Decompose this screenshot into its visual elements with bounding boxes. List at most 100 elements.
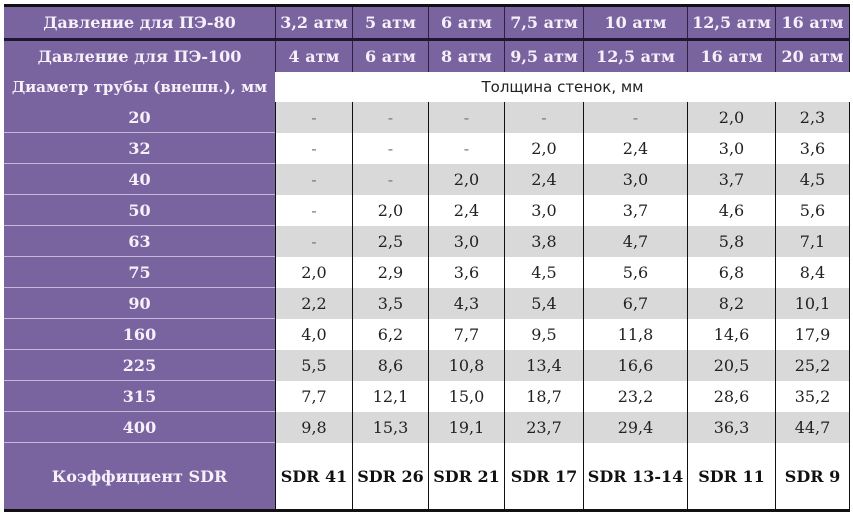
thickness-cell: 15,3 bbox=[352, 412, 428, 443]
thickness-cell: 4,3 bbox=[428, 288, 504, 319]
thickness-cell: 4,5 bbox=[775, 164, 850, 195]
thickness-label: Толщина стенок, мм bbox=[275, 72, 850, 102]
thickness-cell: 2,0 bbox=[352, 195, 428, 226]
sdr-value: SDR 26 bbox=[352, 443, 428, 509]
thickness-cell: 3,8 bbox=[504, 226, 583, 257]
thickness-cell: 8,2 bbox=[687, 288, 775, 319]
thickness-cell: 3,6 bbox=[428, 257, 504, 288]
sdr-value: SDR 21 bbox=[428, 443, 504, 509]
thickness-cell: 5,8 bbox=[687, 226, 775, 257]
table-row: 315 7,7 12,1 15,0 18,7 23,2 28,6 35,2 bbox=[4, 381, 850, 412]
thickness-cell: 2,0 bbox=[275, 257, 352, 288]
diameter-cell: 75 bbox=[4, 257, 275, 288]
pe100-value: 9,5 атм bbox=[504, 41, 583, 72]
thickness-cell: 4,5 bbox=[504, 257, 583, 288]
thickness-cell: 13,4 bbox=[504, 350, 583, 381]
thickness-cell: 5,5 bbox=[275, 350, 352, 381]
sdr-value: SDR 13-14 bbox=[583, 443, 687, 509]
thickness-cell: 2,0 bbox=[504, 133, 583, 164]
pe80-value: 16 атм bbox=[775, 7, 850, 38]
thickness-cell: 14,6 bbox=[687, 319, 775, 350]
thickness-cell: 6,8 bbox=[687, 257, 775, 288]
thickness-cell: 2,0 bbox=[428, 164, 504, 195]
sdr-value: SDR 11 bbox=[687, 443, 775, 509]
header-row-pe80: Давление для ПЭ-80 3,2 атм 5 атм 6 атм 7… bbox=[4, 7, 850, 41]
thickness-cell: 19,1 bbox=[428, 412, 504, 443]
thickness-cell: 2,4 bbox=[583, 133, 687, 164]
thickness-cell: - bbox=[504, 102, 583, 133]
thickness-cell: 4,0 bbox=[275, 319, 352, 350]
table-row: 20- - - - -2,0 2,3 bbox=[4, 102, 850, 133]
pe80-value: 12,5 атм bbox=[687, 7, 775, 38]
thickness-cell: - bbox=[275, 164, 352, 195]
thickness-cell: 9,8 bbox=[275, 412, 352, 443]
thickness-cell: 35,2 bbox=[775, 381, 850, 412]
pipe-wall-thickness-table: Давление для ПЭ-80 3,2 атм 5 атм 6 атм 7… bbox=[4, 4, 850, 512]
diameter-cell: 315 bbox=[4, 381, 275, 412]
pe80-value: 3,2 атм bbox=[275, 7, 352, 38]
thickness-cell: 16,6 bbox=[583, 350, 687, 381]
thickness-cell: 8,6 bbox=[352, 350, 428, 381]
thickness-cell: - bbox=[275, 102, 352, 133]
thickness-cell: 12,1 bbox=[352, 381, 428, 412]
thickness-cell: 17,9 bbox=[775, 319, 850, 350]
diameter-cell: 63 bbox=[4, 226, 275, 257]
thickness-cell: 10,8 bbox=[428, 350, 504, 381]
thickness-cell: - bbox=[352, 164, 428, 195]
thickness-cell: 44,7 bbox=[775, 412, 850, 443]
thickness-cell: 3,5 bbox=[352, 288, 428, 319]
table-row: 50-2,0 2,4 3,0 3,7 4,6 5,6 bbox=[4, 195, 850, 226]
thickness-cell: 29,4 bbox=[583, 412, 687, 443]
diameter-cell: 50 bbox=[4, 195, 275, 226]
thickness-cell: 5,6 bbox=[583, 257, 687, 288]
thickness-cell: 4,7 bbox=[583, 226, 687, 257]
thickness-cell: 3,0 bbox=[504, 195, 583, 226]
thickness-cell: 15,0 bbox=[428, 381, 504, 412]
thickness-cell: 8,4 bbox=[775, 257, 850, 288]
thickness-cell: 11,8 bbox=[583, 319, 687, 350]
thickness-cell: 3,0 bbox=[583, 164, 687, 195]
thickness-cell: 9,5 bbox=[504, 319, 583, 350]
thickness-cell: - bbox=[428, 102, 504, 133]
thickness-cell: 2,4 bbox=[428, 195, 504, 226]
thickness-cell: 2,9 bbox=[352, 257, 428, 288]
thickness-cell: 23,7 bbox=[504, 412, 583, 443]
table-row: 40- -2,0 2,4 3,0 3,7 4,5 bbox=[4, 164, 850, 195]
thickness-cell: 3,0 bbox=[687, 133, 775, 164]
diameter-cell: 160 bbox=[4, 319, 275, 350]
thickness-cell: 3,7 bbox=[583, 195, 687, 226]
thickness-cell: 23,2 bbox=[583, 381, 687, 412]
thickness-cell: 6,2 bbox=[352, 319, 428, 350]
thickness-cell: 2,2 bbox=[275, 288, 352, 319]
thickness-cell: - bbox=[275, 195, 352, 226]
diameter-cell: 400 bbox=[4, 412, 275, 443]
thickness-cell: - bbox=[275, 226, 352, 257]
thickness-cell: 2,5 bbox=[352, 226, 428, 257]
diameter-label: Диаметр трубы (внешн.), мм bbox=[4, 72, 275, 102]
thickness-cell: 28,6 bbox=[687, 381, 775, 412]
sdr-value: SDR 41 bbox=[275, 443, 352, 509]
thickness-cell: 5,4 bbox=[504, 288, 583, 319]
thickness-cell: 18,7 bbox=[504, 381, 583, 412]
sdr-label: Коэффициент SDR bbox=[4, 443, 275, 509]
thickness-cell: 2,0 bbox=[687, 102, 775, 133]
pe80-value: 7,5 атм bbox=[504, 7, 583, 38]
pe100-value: 12,5 атм bbox=[583, 41, 687, 72]
thickness-cell: 36,3 bbox=[687, 412, 775, 443]
thickness-cell: - bbox=[275, 133, 352, 164]
thickness-cell: 2,4 bbox=[504, 164, 583, 195]
diameter-cell: 90 bbox=[4, 288, 275, 319]
thickness-cell: 25,2 bbox=[775, 350, 850, 381]
diameter-cell: 40 bbox=[4, 164, 275, 195]
pe100-value: 6 атм bbox=[352, 41, 428, 72]
thickness-cell: 7,7 bbox=[275, 381, 352, 412]
thickness-cell: 3,6 bbox=[775, 133, 850, 164]
table-row: 160 4,0 6,2 7,7 9,5 11,8 14,6 17,9 bbox=[4, 319, 850, 350]
thickness-cell: 10,1 bbox=[775, 288, 850, 319]
table-row: 75 2,0 2,9 3,6 4,5 5,6 6,8 8,4 bbox=[4, 257, 850, 288]
thickness-cell: - bbox=[428, 133, 504, 164]
data-rows: 20- - - - -2,0 2,3 32- - -2,0 2,4 3,0 3,6 40- -2,0 2,4… bbox=[4, 102, 850, 443]
diameter-cell: 225 bbox=[4, 350, 275, 381]
pe100-value: 16 атм bbox=[687, 41, 775, 72]
thickness-cell: - bbox=[352, 133, 428, 164]
